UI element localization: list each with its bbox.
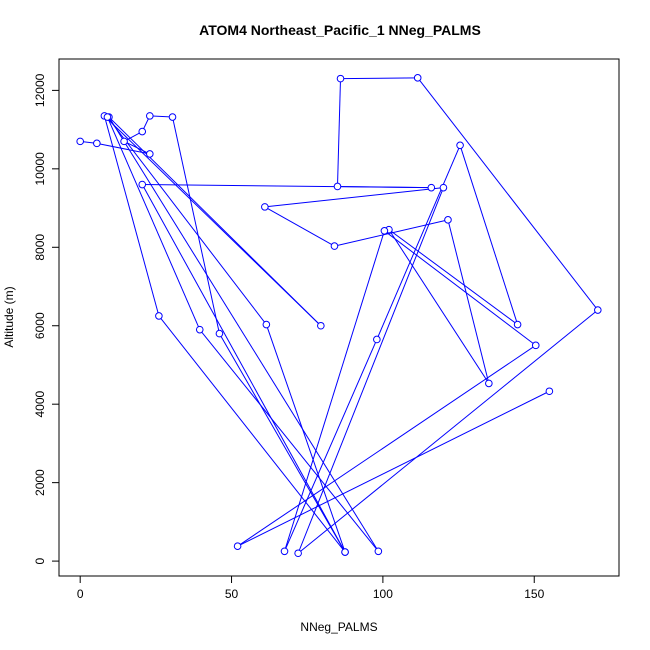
series-segment xyxy=(337,185,432,189)
series-segment xyxy=(237,344,537,547)
data-point xyxy=(444,216,452,224)
series-segment xyxy=(107,116,267,325)
data-point xyxy=(262,320,271,329)
series-segment xyxy=(108,116,322,327)
series-segment xyxy=(199,329,379,552)
data-point xyxy=(545,387,554,396)
data-point xyxy=(120,137,128,146)
series-segment xyxy=(172,116,220,334)
data-point xyxy=(261,203,269,211)
data-point xyxy=(280,547,289,556)
data-point xyxy=(341,548,349,556)
data-point xyxy=(427,183,436,192)
data-point xyxy=(373,335,381,344)
series-segment xyxy=(108,116,379,552)
y-tick-label: 4000 xyxy=(33,391,47,418)
series-segment xyxy=(237,390,550,547)
series-segment xyxy=(340,77,418,80)
data-point xyxy=(146,112,154,120)
series-segment xyxy=(297,187,444,554)
data-point xyxy=(233,542,242,550)
y-tick-label: 10000 xyxy=(33,152,47,186)
series-segment xyxy=(106,116,201,330)
data-point xyxy=(294,549,302,558)
y-axis: 0 2000 4000 6000 8000 10000 12000 xyxy=(33,73,60,564)
data-point xyxy=(103,113,112,121)
series-segment xyxy=(284,339,378,552)
series-segment xyxy=(417,77,599,311)
data-point xyxy=(531,341,540,350)
y-tick-label: 12000 xyxy=(33,73,47,107)
data-point xyxy=(195,325,204,334)
series-segment xyxy=(218,333,346,553)
data-point xyxy=(336,74,345,83)
data-point xyxy=(76,137,84,146)
data-point xyxy=(594,306,602,314)
series-segment xyxy=(264,206,335,247)
data-point xyxy=(456,141,464,150)
series-segment xyxy=(388,229,490,384)
series-segment xyxy=(103,115,160,317)
series-segment xyxy=(388,229,518,325)
data-point xyxy=(93,139,101,148)
y-tick-label: 8000 xyxy=(33,234,47,261)
series-segment xyxy=(158,315,346,553)
y-axis-label: Altitude (m) xyxy=(2,286,16,347)
series-segment xyxy=(284,230,385,552)
data-point xyxy=(513,320,522,329)
series-segment xyxy=(447,219,490,384)
x-axis: 0 50 100 150 xyxy=(77,575,545,601)
x-tick-label: 100 xyxy=(373,587,393,601)
data-point xyxy=(413,74,422,82)
series-segment xyxy=(264,187,444,208)
data-point xyxy=(215,329,224,338)
y-tick-label: 6000 xyxy=(33,312,47,339)
series-segment xyxy=(459,145,519,325)
data-point xyxy=(138,127,147,136)
data-point xyxy=(439,183,448,192)
chart-title: ATOM4 Northeast_Pacific_1 NNeg_PALMS xyxy=(199,22,481,38)
x-tick-label: 150 xyxy=(524,587,544,601)
data-point xyxy=(333,182,342,191)
data-point xyxy=(146,150,154,158)
series-segment xyxy=(297,309,599,554)
series-segment xyxy=(265,324,346,553)
data-point xyxy=(380,227,389,235)
data-point xyxy=(168,113,177,121)
series-segment xyxy=(336,78,342,187)
series-layer xyxy=(76,74,602,558)
data-point xyxy=(374,547,383,556)
data-point xyxy=(138,180,147,189)
x-axis-label: NNeg_PALMS xyxy=(300,620,377,634)
series-segment xyxy=(141,184,346,553)
data-point xyxy=(330,242,339,250)
y-tick-label: 0 xyxy=(33,557,47,564)
series-segment xyxy=(96,142,150,155)
y-tick-label: 2000 xyxy=(33,469,47,496)
x-tick-label: 50 xyxy=(225,587,239,601)
data-point xyxy=(155,312,163,320)
x-tick-label: 0 xyxy=(77,587,84,601)
data-point xyxy=(485,379,493,388)
series-segment xyxy=(384,230,537,346)
series-segment xyxy=(376,145,461,340)
data-point xyxy=(317,321,325,330)
